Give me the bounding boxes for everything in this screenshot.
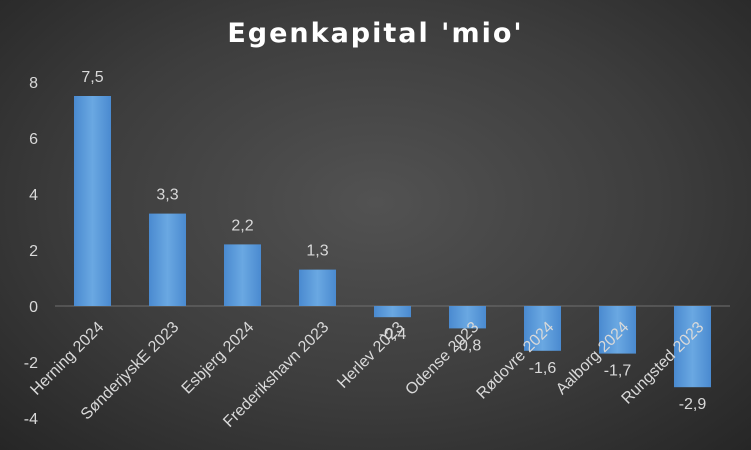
data-label: 2,2: [231, 217, 253, 234]
x-tick-label: Esbjerg 2024: [179, 319, 258, 398]
bar: [299, 269, 336, 306]
y-tick-label: 8: [29, 75, 38, 92]
y-tick-label: 2: [29, 243, 38, 260]
data-label: -0,4: [379, 326, 407, 343]
bar: [449, 306, 486, 329]
bar: [224, 244, 261, 306]
data-label: 3,3: [156, 187, 178, 204]
y-tick-label: 6: [29, 131, 38, 148]
data-label: 1,3: [306, 243, 328, 260]
y-tick-label: 0: [29, 299, 38, 316]
data-labels: 7,5 3,3 2,2 1,3 -0,4 -0,8 -1,6 -1,7 -2,9: [81, 69, 706, 413]
data-label: -1,7: [604, 363, 632, 380]
bar: [149, 213, 186, 306]
x-tick-label: Odense 2023: [402, 319, 482, 399]
x-tick-label: Herning 2024: [27, 319, 107, 399]
data-label: -1,6: [529, 360, 557, 377]
x-tick-label: Aalborg 2024: [553, 319, 632, 398]
x-tick-label: Herlev 2023: [334, 319, 407, 392]
bars: [74, 96, 711, 388]
bar: [524, 306, 561, 351]
y-tick-label: -2: [24, 355, 38, 372]
y-axis: -4 -2 0 2 4 6 8: [24, 75, 38, 428]
chart-title: Egenkapital 'mio': [227, 18, 524, 49]
bar: [374, 306, 411, 318]
data-label: 7,5: [81, 69, 103, 86]
data-label: -2,9: [679, 396, 707, 413]
bar: [674, 306, 711, 388]
y-tick-label: -4: [24, 411, 38, 428]
bar: [74, 96, 111, 306]
data-label: -0,8: [454, 337, 482, 354]
bar: [599, 306, 636, 354]
y-tick-label: 4: [29, 187, 38, 204]
